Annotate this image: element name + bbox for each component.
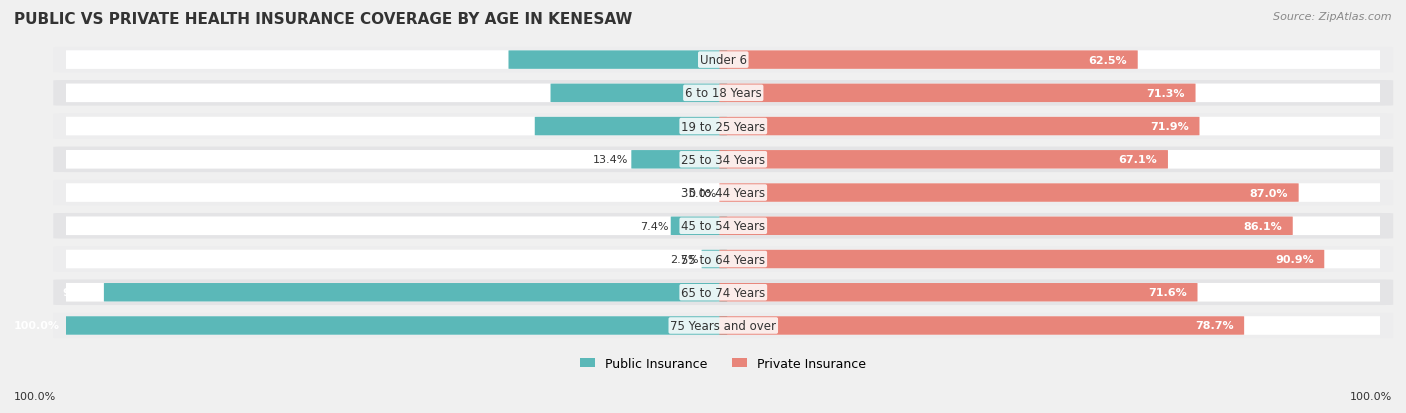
FancyBboxPatch shape <box>720 250 1324 268</box>
Text: Source: ZipAtlas.com: Source: ZipAtlas.com <box>1274 12 1392 22</box>
FancyBboxPatch shape <box>53 313 1393 339</box>
FancyBboxPatch shape <box>104 283 727 302</box>
FancyBboxPatch shape <box>53 47 1393 73</box>
Text: 0.0%: 0.0% <box>689 188 717 198</box>
FancyBboxPatch shape <box>60 250 730 269</box>
Text: 65 to 74 Years: 65 to 74 Years <box>681 286 765 299</box>
FancyBboxPatch shape <box>717 250 1386 269</box>
Text: 86.1%: 86.1% <box>1243 221 1282 231</box>
Text: 87.0%: 87.0% <box>1250 188 1288 198</box>
Legend: Public Insurance, Private Insurance: Public Insurance, Private Insurance <box>575 352 872 375</box>
Text: 93.7%: 93.7% <box>63 287 101 297</box>
Text: 67.1%: 67.1% <box>1119 155 1157 165</box>
FancyBboxPatch shape <box>53 114 1393 140</box>
FancyBboxPatch shape <box>60 84 730 103</box>
FancyBboxPatch shape <box>53 247 1393 272</box>
FancyBboxPatch shape <box>53 81 1393 107</box>
Text: 55 to 64 Years: 55 to 64 Years <box>682 253 765 266</box>
FancyBboxPatch shape <box>717 184 1386 202</box>
Text: 32.1%: 32.1% <box>467 55 506 65</box>
FancyBboxPatch shape <box>60 283 730 302</box>
Text: 6 to 18 Years: 6 to 18 Years <box>685 87 762 100</box>
Text: PUBLIC VS PRIVATE HEALTH INSURANCE COVERAGE BY AGE IN KENESAW: PUBLIC VS PRIVATE HEALTH INSURANCE COVER… <box>14 12 633 27</box>
FancyBboxPatch shape <box>717 316 1386 335</box>
FancyBboxPatch shape <box>53 280 1393 305</box>
FancyBboxPatch shape <box>60 117 730 136</box>
FancyBboxPatch shape <box>717 51 1386 70</box>
Text: 71.9%: 71.9% <box>1150 122 1189 132</box>
Text: 25 to 34 Years: 25 to 34 Years <box>682 154 765 166</box>
Text: 13.4%: 13.4% <box>593 155 628 165</box>
FancyBboxPatch shape <box>720 184 1299 202</box>
Text: 78.7%: 78.7% <box>1195 321 1233 331</box>
Text: Under 6: Under 6 <box>700 54 747 67</box>
Text: 75 Years and over: 75 Years and over <box>671 319 776 332</box>
Text: 71.6%: 71.6% <box>1149 287 1187 297</box>
FancyBboxPatch shape <box>534 118 727 136</box>
Text: 45 to 54 Years: 45 to 54 Years <box>682 220 765 233</box>
FancyBboxPatch shape <box>60 316 730 335</box>
FancyBboxPatch shape <box>720 316 1244 335</box>
FancyBboxPatch shape <box>53 147 1393 173</box>
Text: 7.4%: 7.4% <box>640 221 668 231</box>
FancyBboxPatch shape <box>717 117 1386 136</box>
FancyBboxPatch shape <box>720 84 1195 103</box>
FancyBboxPatch shape <box>720 51 1137 70</box>
FancyBboxPatch shape <box>53 180 1393 206</box>
FancyBboxPatch shape <box>720 217 1292 235</box>
Text: 100.0%: 100.0% <box>14 391 56 401</box>
FancyBboxPatch shape <box>551 84 727 103</box>
FancyBboxPatch shape <box>717 217 1386 235</box>
FancyBboxPatch shape <box>717 151 1386 169</box>
FancyBboxPatch shape <box>60 151 730 169</box>
FancyBboxPatch shape <box>53 214 1393 239</box>
Text: 62.5%: 62.5% <box>1088 55 1128 65</box>
FancyBboxPatch shape <box>717 84 1386 103</box>
FancyBboxPatch shape <box>60 184 730 202</box>
FancyBboxPatch shape <box>720 151 1168 169</box>
FancyBboxPatch shape <box>62 316 727 335</box>
Text: 28.1%: 28.1% <box>494 122 531 132</box>
FancyBboxPatch shape <box>671 217 727 235</box>
Text: 100.0%: 100.0% <box>14 321 60 331</box>
Text: 100.0%: 100.0% <box>1350 391 1392 401</box>
FancyBboxPatch shape <box>60 51 730 70</box>
Text: 2.7%: 2.7% <box>671 254 699 264</box>
FancyBboxPatch shape <box>717 283 1386 302</box>
FancyBboxPatch shape <box>720 283 1198 302</box>
Text: 71.3%: 71.3% <box>1146 89 1185 99</box>
Text: 25.7%: 25.7% <box>509 89 548 99</box>
FancyBboxPatch shape <box>720 118 1199 136</box>
FancyBboxPatch shape <box>60 217 730 235</box>
Text: 35 to 44 Years: 35 to 44 Years <box>682 187 765 199</box>
FancyBboxPatch shape <box>509 51 727 70</box>
Text: 90.9%: 90.9% <box>1275 254 1313 264</box>
Text: 19 to 25 Years: 19 to 25 Years <box>681 120 765 133</box>
FancyBboxPatch shape <box>702 250 727 268</box>
FancyBboxPatch shape <box>631 151 727 169</box>
